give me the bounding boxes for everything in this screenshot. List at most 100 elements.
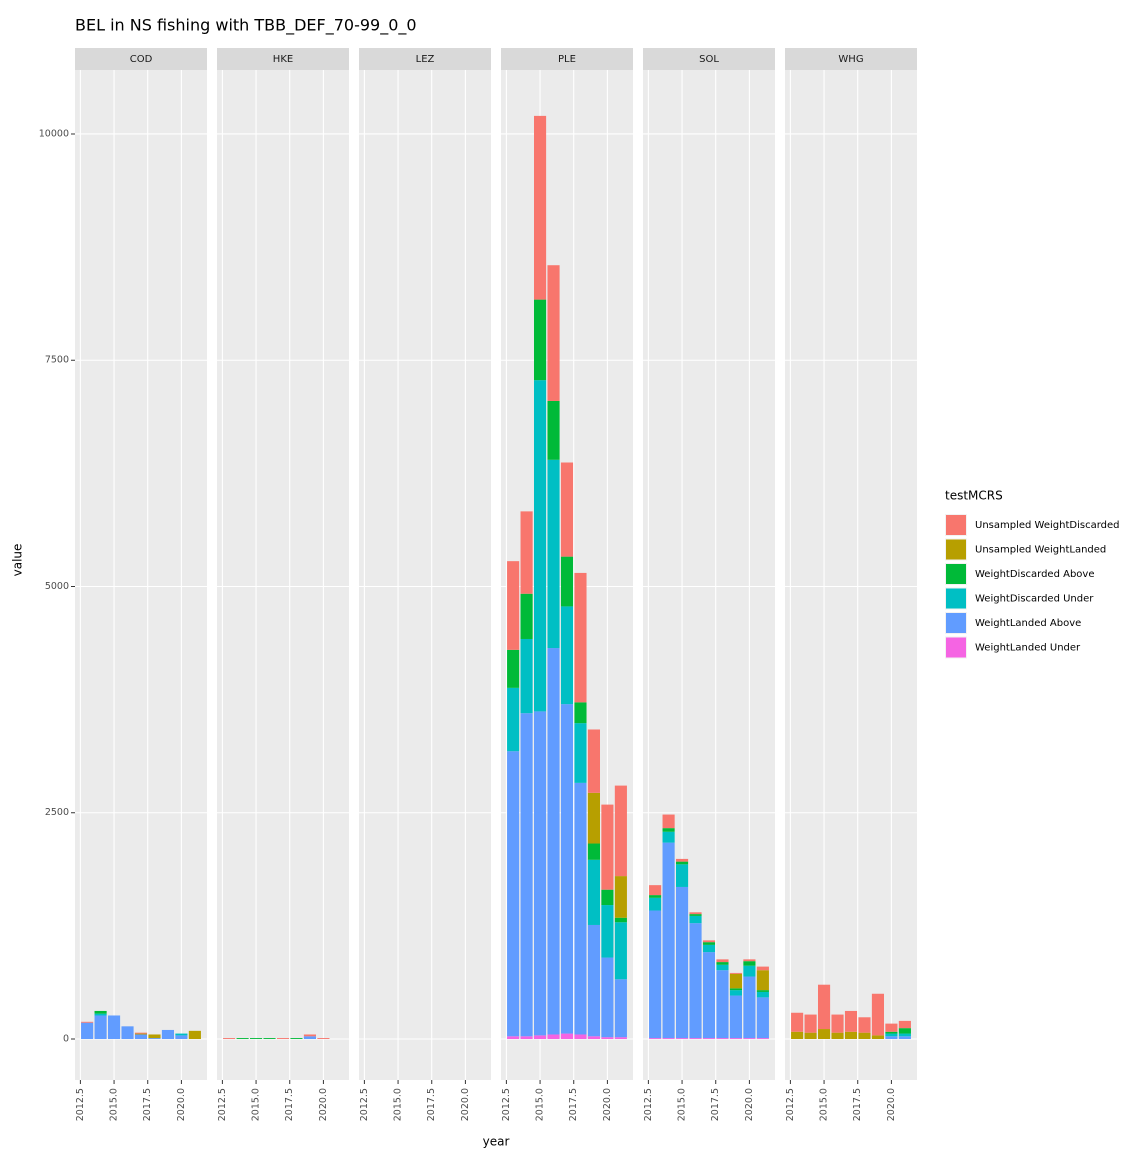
bar-segment — [94, 1013, 107, 1016]
bar-segment — [175, 1035, 188, 1040]
bar-segment — [898, 1033, 911, 1037]
bar-segment — [547, 400, 560, 460]
legend-label: WeightDiscarded Under — [975, 594, 1094, 605]
bar-segment — [175, 1033, 188, 1036]
bar-segment — [161, 1029, 174, 1040]
bar-segment — [276, 1038, 290, 1040]
bar-segment — [534, 1035, 547, 1040]
bar-segment — [844, 1010, 858, 1032]
x-tick-label: 2015.0 — [535, 1088, 546, 1121]
x-tick-label: 2020.0 — [602, 1088, 613, 1121]
x-tick-label: 2012.5 — [217, 1088, 228, 1121]
bar-segment — [587, 843, 600, 860]
strip — [501, 48, 633, 70]
bar-segment — [702, 1038, 716, 1040]
bar-segment — [81, 1022, 94, 1040]
strip-label: PLE — [558, 54, 576, 65]
bar-segment — [804, 1032, 817, 1040]
bar-segment — [250, 1038, 263, 1040]
bar-segment — [614, 785, 627, 877]
x-tick-label: 2015.0 — [109, 1088, 120, 1121]
bar-segment — [547, 265, 560, 401]
strip — [217, 48, 349, 70]
bar-segment — [574, 702, 587, 724]
bar-segment — [831, 1032, 844, 1040]
bar-segment — [303, 1036, 316, 1040]
bar-segment — [236, 1038, 249, 1040]
bar-segment — [317, 1038, 330, 1040]
bar-segment — [743, 961, 756, 966]
strip-label: WHG — [838, 54, 863, 65]
bar-segment — [702, 940, 716, 943]
bar-segment — [108, 1015, 121, 1040]
bar-segment — [689, 1038, 702, 1040]
bar-segment — [587, 729, 600, 793]
x-tick-label: 2017.5 — [284, 1088, 295, 1121]
bar-segment — [560, 462, 574, 557]
bar-segment — [601, 957, 614, 1038]
strip — [785, 48, 917, 70]
bar-segment — [134, 1033, 148, 1035]
bar-segment — [743, 976, 756, 1039]
x-tick-label: 2012.5 — [359, 1088, 370, 1121]
bar-segment — [662, 831, 675, 843]
x-tick-label: 2020.0 — [318, 1088, 329, 1121]
bar-segment — [729, 973, 742, 989]
bar-segment — [716, 1038, 729, 1040]
bar-segment — [649, 910, 662, 1039]
bar-segment — [871, 993, 884, 1036]
x-axis-label: year — [483, 1135, 510, 1149]
x-tick-label: 2012.5 — [501, 1088, 512, 1121]
bar-segment — [689, 912, 702, 915]
bar-segment — [148, 1038, 161, 1040]
bar-segment — [743, 1038, 756, 1040]
x-tick-label: 2017.5 — [142, 1088, 153, 1121]
bar-segment — [858, 1017, 871, 1033]
x-tick-label: 2020.0 — [744, 1088, 755, 1121]
bar-segment — [818, 984, 831, 1030]
bar-segment — [121, 1026, 134, 1040]
bar-segment — [520, 1036, 533, 1040]
panel — [359, 70, 491, 1080]
legend-label: WeightDiscarded Above — [975, 569, 1095, 580]
bar-segment — [534, 115, 547, 300]
bar-segment — [614, 922, 627, 980]
bar-segment — [574, 723, 587, 783]
bar-segment — [520, 593, 533, 639]
bar-segment — [702, 942, 716, 945]
bar-segment — [507, 1036, 520, 1040]
bar-segment — [885, 1036, 898, 1040]
bar-segment — [756, 997, 769, 1039]
bar-segment — [614, 979, 627, 1038]
x-tick-label: 2017.5 — [568, 1088, 579, 1121]
x-tick-label: 2015.0 — [819, 1088, 830, 1121]
bar-segment — [534, 711, 547, 1036]
panel — [217, 70, 349, 1080]
bar-segment — [587, 924, 600, 1037]
bar-segment — [729, 972, 742, 974]
bar-segment — [716, 970, 729, 1039]
x-tick-label: 2012.5 — [643, 1088, 654, 1121]
legend-swatch — [946, 539, 966, 560]
legend-swatch — [946, 637, 966, 658]
bar-segment — [729, 1038, 742, 1040]
bar-segment — [601, 804, 614, 890]
bar-segment — [560, 556, 574, 607]
bar-segment — [587, 792, 600, 844]
bar-segment — [601, 1037, 614, 1040]
y-tick-label: 0 — [63, 1034, 69, 1045]
bar-segment — [885, 1031, 898, 1034]
bar-segment — [676, 861, 689, 865]
bar-segment — [729, 988, 742, 991]
x-tick-label: 2020.0 — [176, 1088, 187, 1121]
strip-label: SOL — [699, 54, 719, 65]
x-tick-label: 2020.0 — [886, 1088, 897, 1121]
bar-segment — [574, 782, 587, 1035]
bar-segment — [791, 1031, 804, 1040]
panel — [785, 70, 917, 1080]
legend-label: WeightLanded Above — [975, 618, 1081, 629]
bar-segment — [756, 991, 769, 998]
bar-segment — [223, 1038, 236, 1040]
x-tick-label: 2017.5 — [710, 1088, 721, 1121]
